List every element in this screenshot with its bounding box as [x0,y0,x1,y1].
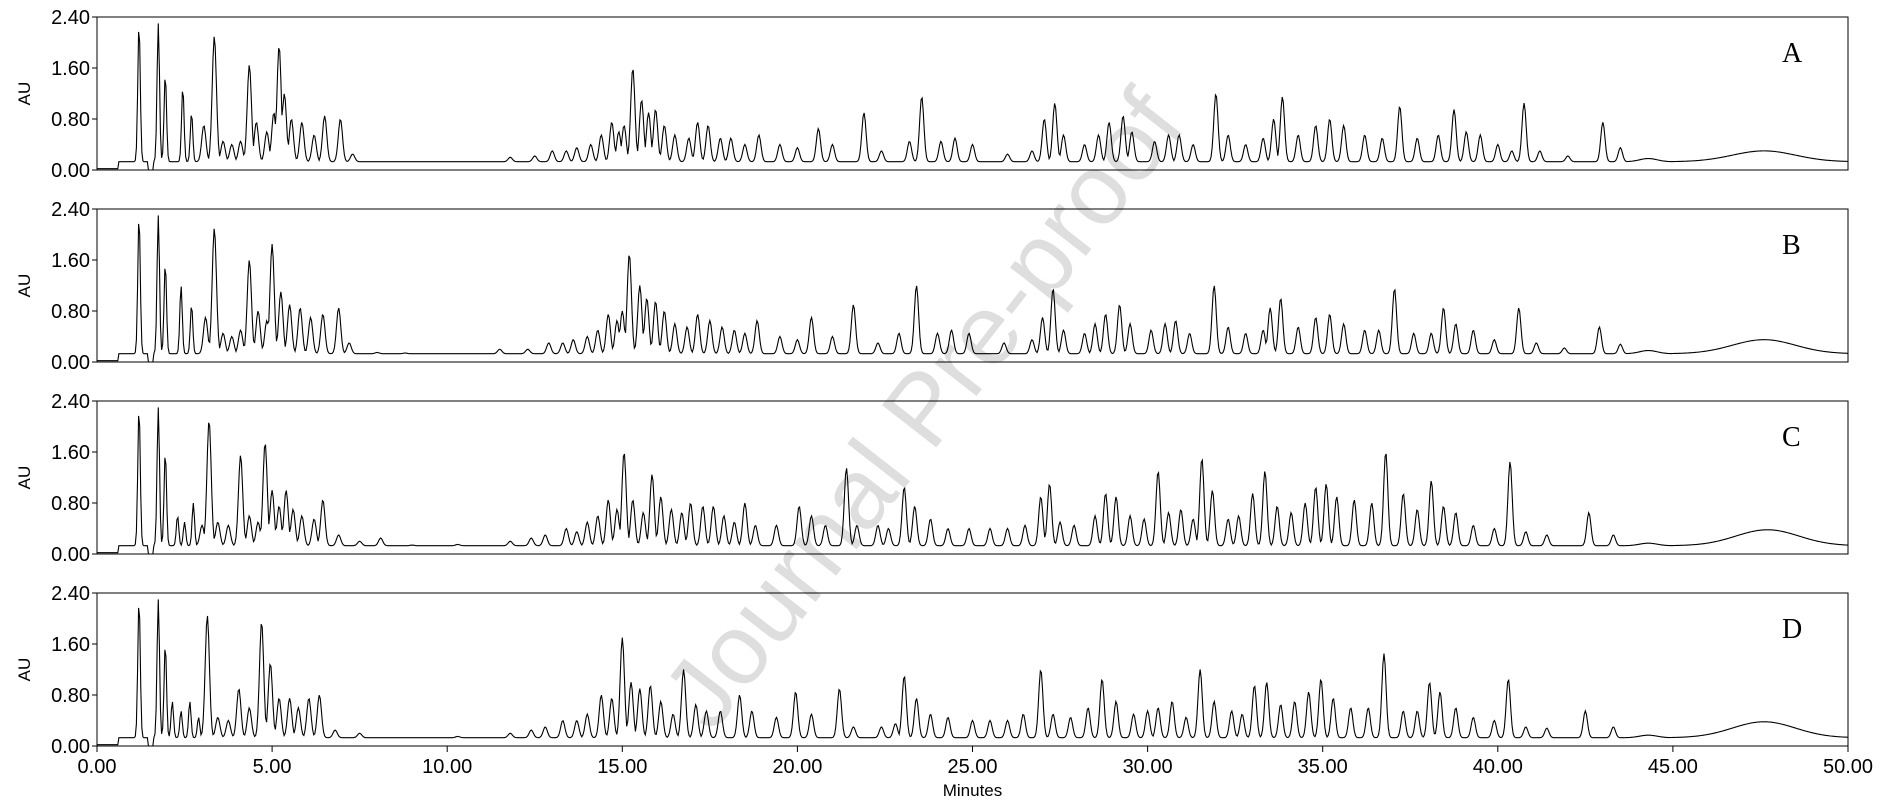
y-axis-label: AU [15,82,34,106]
y-tick-label: 2.40 [51,391,90,413]
y-tick-label: 2.40 [51,583,90,605]
y-tick-label: 1.60 [51,634,90,656]
y-tick-label: 2.40 [51,199,90,221]
trace-c [97,407,1849,555]
chromatogram-panel-d: 0.00 0.80 1.60 2.40 AU D 0.00 5.00 10.00 15.00 20.… [15,583,1873,800]
y-tick-label: 0.80 [51,301,90,323]
panel-label-b: B [1782,230,1801,261]
x-axis-label: Minutes [943,781,1003,800]
y-tick-label: 0.00 [51,736,90,758]
x-tick-label: 10.00 [422,756,472,778]
y-tick-label: 0.00 [51,544,90,566]
x-tick-label: 30.00 [1123,756,1173,778]
y-tick-label: 2.40 [51,7,90,29]
y-tick-label: 1.60 [51,58,90,80]
chromatogram-panel-a: 0.00 0.80 1.60 2.40 AU A [15,7,1849,182]
y-tick-label: 0.00 [51,160,90,182]
y-tick-label: 0.00 [51,352,90,374]
panel-frame [96,592,1849,747]
x-tick-label: 15.00 [597,756,647,778]
y-axis-label: AU [15,274,34,298]
y-tick-label: 0.80 [51,109,90,131]
x-tick-label: 0.00 [78,756,117,778]
trace-b [97,215,1849,363]
chromatogram-panel-c: 0.00 0.80 1.60 2.40 AU C [15,391,1849,566]
chromatogram-panel-b: 0.00 0.80 1.60 2.40 AU B [15,199,1849,374]
x-tick-label: 50.00 [1823,756,1873,778]
panel-frame [96,208,1849,363]
y-axis-label: AU [15,466,34,490]
panel-frame [96,16,1849,171]
panel-label-d: D [1782,614,1802,645]
x-tick-label: 20.00 [772,756,822,778]
y-tick-label: 0.80 [51,685,90,707]
trace-d [97,599,1849,747]
x-tick-label: 40.00 [1473,756,1523,778]
x-tick-label: 45.00 [1648,756,1698,778]
panel-frame [96,400,1849,555]
x-tick-label: 5.00 [253,756,292,778]
x-tick-label: 25.00 [947,756,997,778]
panel-label-a: A [1782,38,1803,69]
panel-label-c: C [1782,422,1801,453]
y-axis-label: AU [15,658,34,682]
y-tick-label: 0.80 [51,493,90,515]
trace-a [97,23,1849,171]
y-tick-label: 1.60 [51,250,90,272]
y-tick-label: 1.60 [51,442,90,464]
x-tick-label: 35.00 [1298,756,1348,778]
